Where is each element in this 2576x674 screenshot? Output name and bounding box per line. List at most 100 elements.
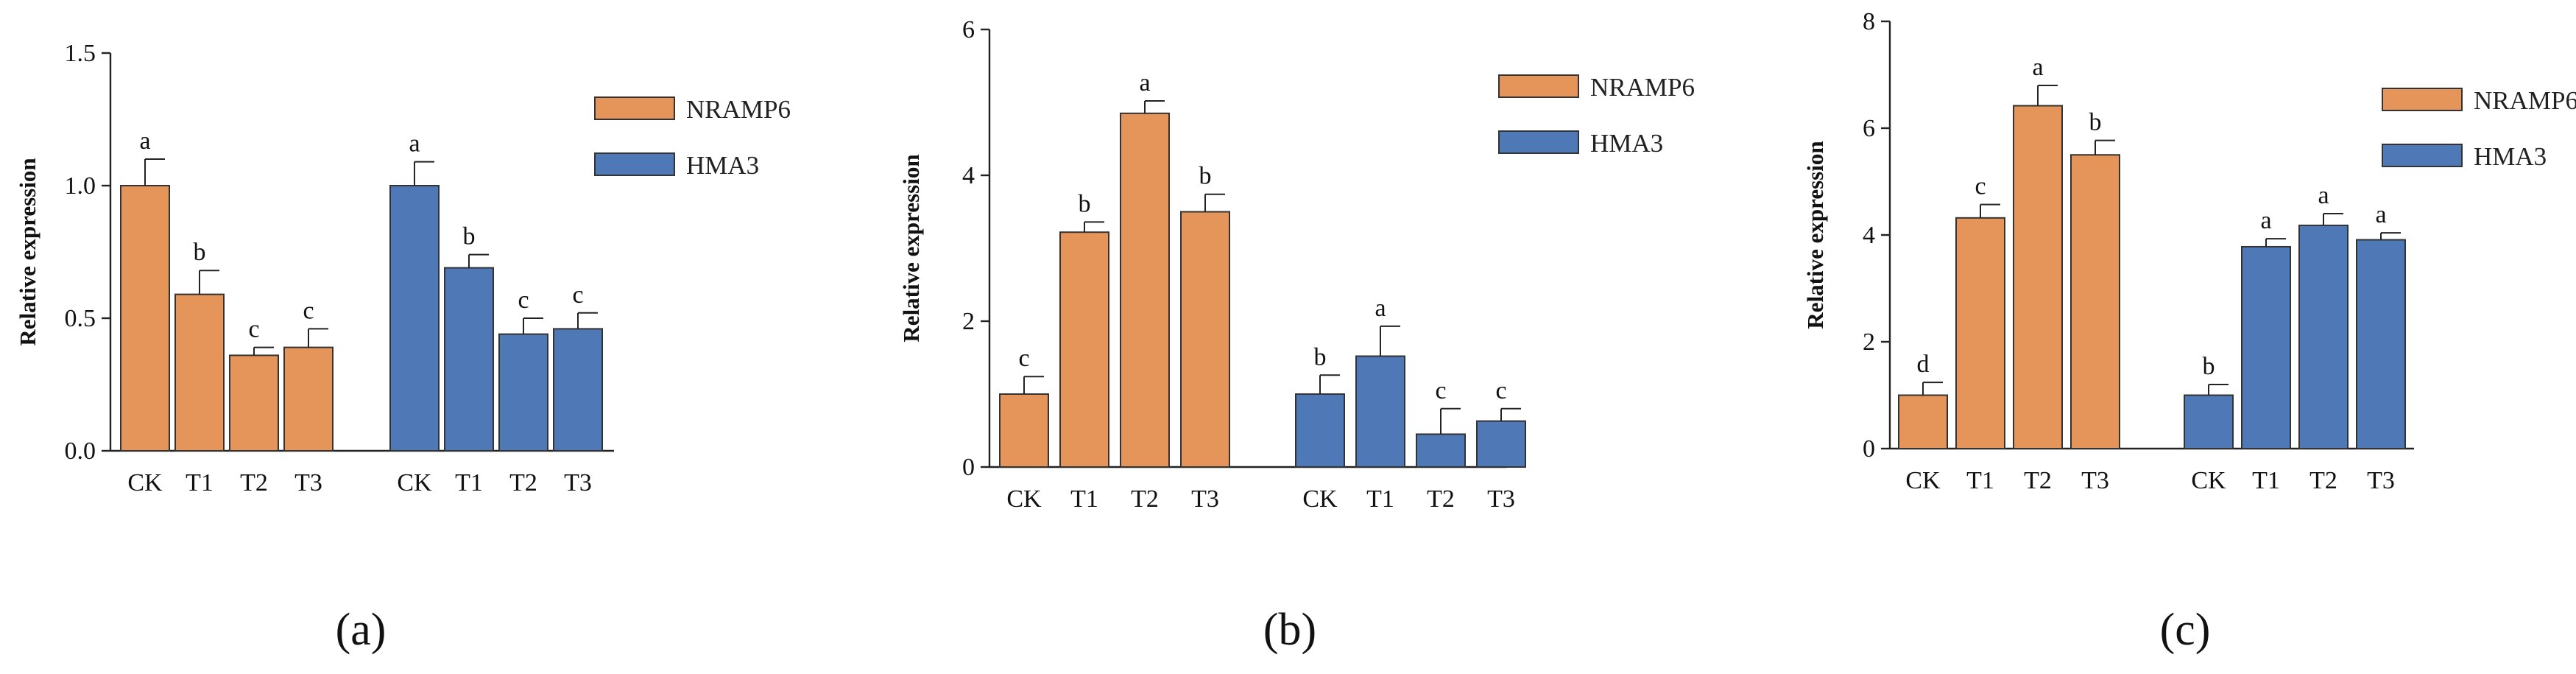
x-tick-label: T2	[2024, 467, 2052, 494]
bar-nramp6-t3	[2070, 154, 2120, 449]
x-tick-label: T3	[1487, 485, 1515, 513]
panel-label: (b)	[1263, 605, 1316, 655]
significance-letter: a	[1375, 295, 1386, 322]
legend-swatch-nramp6	[2382, 88, 2463, 111]
bar-nramp6-t2	[229, 354, 279, 452]
significance-letter: a	[2375, 201, 2386, 228]
x-tick-label: T2	[509, 469, 537, 496]
significance-letter: c	[572, 281, 583, 309]
y-tick-label: 0	[962, 454, 975, 481]
significance-letter: c	[1018, 345, 1029, 372]
chart-panel-3: 0 2 4 6 8 Relative expression d CK c T1 a T2 b T3 b CK a…	[1802, 8, 2576, 655]
significance-letter: c	[1435, 377, 1446, 404]
legend-label-nramp6: NRAMP6	[2474, 86, 2576, 115]
bar-hma3-t1	[2241, 245, 2291, 449]
bar-nramp6-t2	[2013, 105, 2063, 450]
y-tick-label: 6	[1863, 115, 1875, 142]
bar-hma3-t2	[2298, 224, 2349, 449]
y-axis-label: Relative expression	[1802, 141, 1828, 329]
bar-hma3-t3	[1476, 420, 1526, 468]
bar-hma3-t1	[1355, 355, 1405, 468]
x-tick-label: T1	[186, 469, 214, 496]
x-tick-label: T1	[1966, 467, 1994, 494]
x-tick-label: T3	[2081, 467, 2109, 494]
y-tick-label: 0.5	[65, 305, 96, 332]
bar-nramp6-t1	[1955, 217, 2005, 449]
x-tick-label: T1	[2252, 467, 2280, 494]
bar-hma3-t3	[2356, 239, 2406, 449]
x-tick-label: CK	[1905, 467, 1941, 494]
chart-panel-1: 0.0 0.5 1.0 1.5 Relative expression a CK b T1 c T2…	[15, 40, 791, 655]
legend-swatch-hma3	[2382, 144, 2463, 167]
panel-label: (a)	[336, 605, 387, 655]
x-tick-label: T3	[2367, 467, 2395, 494]
y-tick-label: 2	[1863, 329, 1875, 356]
y-tick-label: 0	[1863, 435, 1875, 463]
x-tick-label: T1	[455, 469, 483, 496]
x-tick-label: T2	[1427, 485, 1455, 513]
y-tick-label: 1.5	[65, 40, 96, 67]
x-tick-label: T3	[1191, 485, 1219, 513]
y-tick-label: 4	[962, 162, 975, 189]
legend-swatch-hma3	[594, 152, 675, 176]
y-tick-label: 4	[1863, 222, 1875, 249]
bar-hma3-ck	[1295, 393, 1345, 468]
x-tick-label: CK	[2191, 467, 2226, 494]
bar-nramp6-ck	[999, 393, 1049, 468]
bar-nramp6-ck	[1898, 394, 1948, 449]
significance-letter: a	[139, 127, 150, 155]
bar-nramp6-t2	[1120, 112, 1170, 468]
x-tick-label: CK	[1302, 485, 1338, 513]
legend-label-nramp6: NRAMP6	[1590, 73, 1695, 102]
bar-hma3-t2	[498, 333, 548, 452]
significance-letter: b	[1199, 163, 1212, 190]
x-tick-label: T3	[564, 469, 592, 496]
significance-letter: a	[409, 130, 420, 158]
x-tick-label: T2	[240, 469, 268, 496]
bar-nramp6-ck	[120, 185, 170, 452]
bar-hma3-ck	[389, 185, 440, 452]
y-tick-label: 0.0	[65, 438, 96, 465]
significance-letter: a	[2032, 54, 2043, 81]
bar-hma3-t3	[553, 328, 603, 452]
bar-nramp6-t3	[1180, 211, 1230, 468]
y-tick-label: 6	[962, 16, 975, 43]
legend-swatch-nramp6	[1498, 74, 1579, 98]
y-tick-label: 8	[1863, 8, 1875, 35]
significance-letter: c	[1495, 377, 1506, 404]
panel-label: (c)	[2160, 605, 2211, 655]
significance-letter: a	[2260, 207, 2271, 234]
significance-letter: c	[1975, 173, 1986, 200]
significance-letter: b	[2203, 353, 2215, 380]
legend-label-nramp6: NRAMP6	[686, 95, 791, 124]
legend-label-hma3: HMA3	[2474, 142, 2547, 171]
significance-letter: b	[2089, 109, 2102, 136]
significance-letter: c	[518, 287, 529, 314]
significance-letter: b	[1079, 190, 1091, 217]
x-tick-label: T1	[1366, 485, 1394, 513]
x-tick-label: T2	[1131, 485, 1159, 513]
bar-hma3-ck	[2184, 394, 2234, 449]
chart-panel-2: 0 2 4 6 Relative expression c CK b T1 a T2 b T3 b CK a T…	[898, 16, 1695, 655]
significance-letter: c	[303, 297, 314, 324]
legend-label-hma3: HMA3	[686, 151, 759, 180]
significance-letter: b	[1314, 343, 1327, 371]
x-tick-label: T3	[294, 469, 322, 496]
y-axis-label: Relative expression	[15, 158, 40, 345]
y-tick-label: 1.0	[65, 172, 96, 200]
significance-letter: d	[1917, 351, 1930, 378]
y-tick-label: 2	[962, 308, 975, 335]
x-tick-label: CK	[127, 469, 163, 496]
y-axis-label: Relative expression	[898, 154, 924, 342]
bar-nramp6-t1	[1059, 231, 1109, 468]
significance-letter: c	[248, 316, 259, 343]
x-tick-label: CK	[1006, 485, 1042, 513]
bar-hma3-t2	[1416, 433, 1466, 468]
legend-swatch-hma3	[1498, 130, 1579, 154]
x-tick-label: CK	[397, 469, 432, 496]
legend-swatch-nramp6	[594, 96, 675, 120]
bar-nramp6-t3	[283, 346, 334, 452]
x-tick-label: T1	[1070, 485, 1098, 513]
bar-hma3-t1	[444, 267, 494, 452]
